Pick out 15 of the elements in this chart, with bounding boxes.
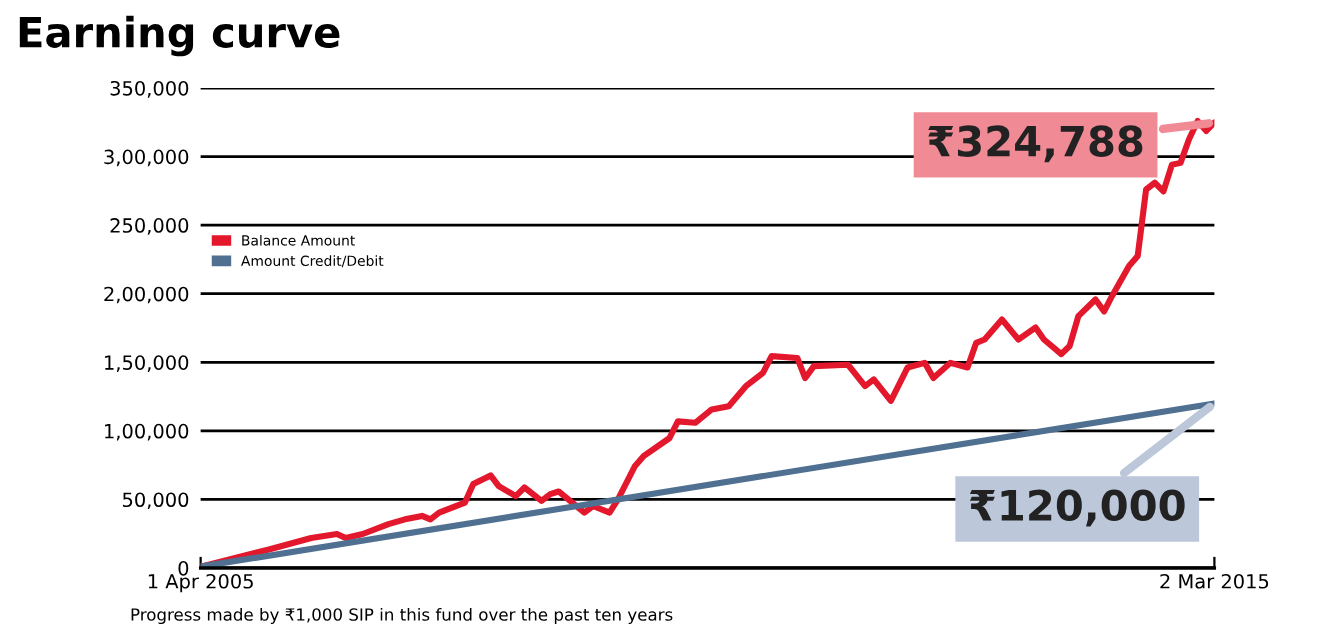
y-tick-label: 0: [178, 560, 189, 576]
chart-title: Earning curve: [19, 15, 340, 57]
y-tick-label: 50,000: [122, 492, 189, 510]
y-tick-label: 2,00,000: [104, 286, 189, 304]
y-tick-label: 1,00,000: [105, 423, 189, 441]
annotation: ₹324,788: [928, 125, 1143, 163]
line-series: [200, 117, 1215, 568]
y-tick-label: 1,50,000: [105, 355, 189, 372]
annotation: ₹120,000: [969, 489, 1185, 527]
y-tick-label: 3,00,000: [104, 149, 189, 167]
y-tick-label: 350,000: [110, 80, 189, 98]
y-tick-label: 250,000: [110, 218, 189, 235]
x-tick-label: 2 Mar 2015: [1160, 573, 1269, 589]
x-tick-label: 1 Apr 2005: [148, 573, 253, 593]
text: Progress made by ₹1,000 SIP in this fund over the past ten years: [131, 607, 673, 625]
